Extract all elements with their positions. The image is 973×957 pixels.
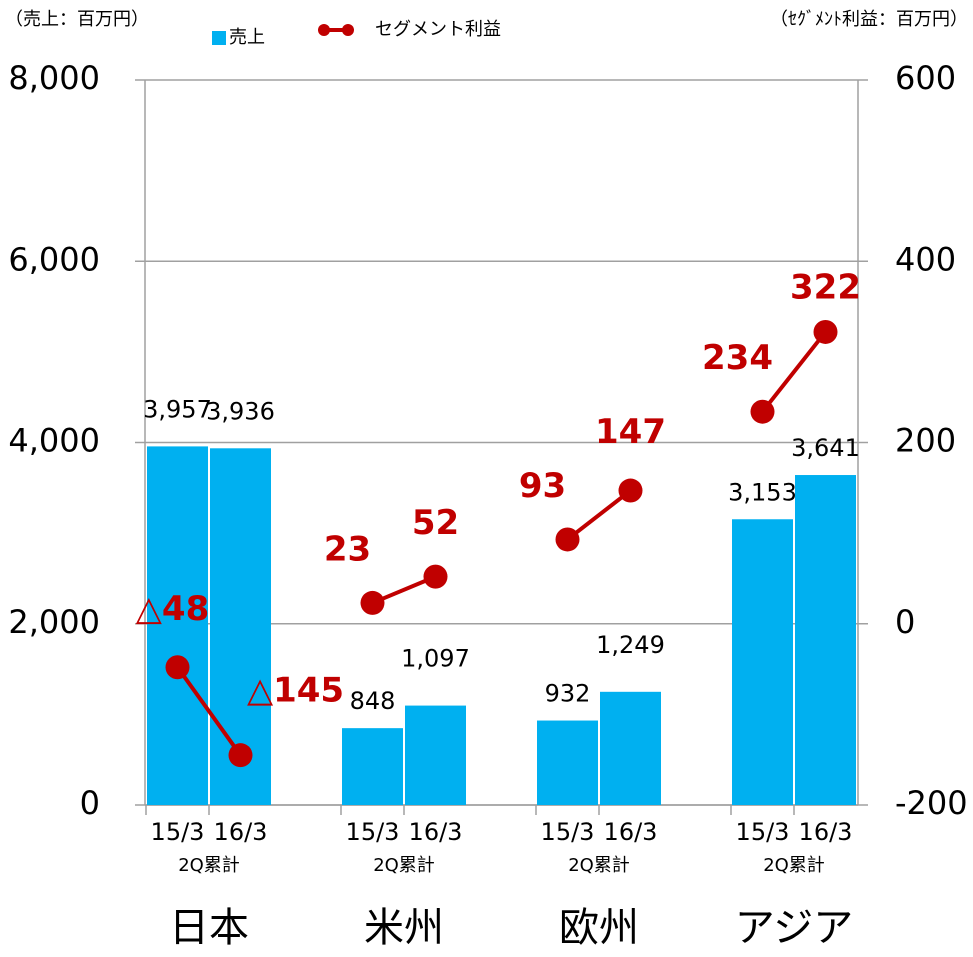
- x-tick-label: 15/3: [346, 818, 400, 846]
- profit-marker: [360, 590, 385, 615]
- y-axis-title: （売上：百万円）: [5, 9, 149, 30]
- x-tick-label: 16/3: [604, 818, 658, 846]
- bar: [147, 446, 208, 805]
- y-tick-label: 4,000: [8, 422, 100, 460]
- legend-swatch: [318, 24, 330, 36]
- group-label: 米州: [364, 905, 444, 951]
- bar-value-label: 932: [545, 680, 591, 708]
- y-tick-label: 0: [80, 784, 100, 822]
- bar-value-label: 3,957: [143, 395, 212, 423]
- bar: [342, 728, 403, 805]
- bar-value-label: 848: [350, 687, 396, 715]
- profit-marker: [750, 399, 775, 424]
- bar: [600, 691, 661, 805]
- sub-label: 2Q累計: [568, 855, 630, 876]
- profit-marker: [555, 527, 580, 552]
- bar-value-label: 3,936: [206, 397, 275, 425]
- legend-swatch: [342, 24, 354, 36]
- profit-marker: [423, 564, 448, 589]
- x-tick-label: 16/3: [409, 818, 463, 846]
- sub-label: 2Q累計: [178, 855, 240, 876]
- profit-marker: [618, 478, 643, 503]
- sub-label: 2Q累計: [763, 855, 825, 876]
- profit-marker: [813, 319, 838, 344]
- y2-tick-label: -200: [895, 784, 968, 822]
- y-tick-label: 6,000: [8, 240, 100, 278]
- x-tick-label: 16/3: [799, 818, 853, 846]
- legend-swatch: [212, 31, 226, 45]
- y-tick-label: 2,000: [8, 603, 100, 641]
- x-tick-label: 15/3: [151, 818, 205, 846]
- profit-value-label: △145: [247, 671, 344, 711]
- profit-line: [566, 488, 632, 542]
- y2-tick-label: 400: [895, 240, 956, 278]
- bar-value-label: 3,641: [791, 434, 860, 462]
- profit-value-label: 322: [790, 267, 861, 307]
- legend-label: セグメント利益: [375, 19, 501, 40]
- y2-axis-title: （ｾｸﾞﾒﾝﾄ利益：百万円）: [770, 9, 968, 30]
- bar: [732, 519, 793, 805]
- sub-label: 2Q累計: [373, 855, 435, 876]
- group-label: 欧州: [559, 905, 639, 951]
- y2-tick-label: 200: [895, 422, 956, 460]
- profit-value-label: △48: [136, 589, 209, 629]
- profit-value-label: 23: [324, 529, 371, 569]
- bar-value-label: 1,249: [596, 631, 665, 659]
- x-tick-label: 15/3: [541, 818, 595, 846]
- x-tick-label: 15/3: [736, 818, 790, 846]
- bar-value-label: 3,153: [728, 478, 797, 506]
- profit-marker: [228, 743, 253, 768]
- legend-label: 売上: [229, 27, 265, 48]
- group-label: 日本: [169, 905, 249, 951]
- y-tick-label: 8,000: [8, 59, 100, 97]
- profit-line: [760, 330, 828, 413]
- y2-tick-label: 600: [895, 59, 956, 97]
- profit-value-label: 52: [412, 503, 459, 543]
- group-label: アジア: [735, 905, 853, 951]
- bar: [795, 475, 856, 805]
- bar: [405, 705, 466, 805]
- y2-tick-label: 0: [895, 603, 915, 641]
- profit-value-label: 147: [595, 412, 666, 452]
- bar: [537, 720, 598, 805]
- profit-line: [175, 666, 243, 757]
- bar-value-label: 1,097: [401, 645, 470, 673]
- profit-value-label: 234: [702, 338, 773, 378]
- x-tick-label: 16/3: [214, 818, 268, 846]
- profit-marker: [165, 655, 190, 680]
- profit-value-label: 93: [519, 466, 566, 506]
